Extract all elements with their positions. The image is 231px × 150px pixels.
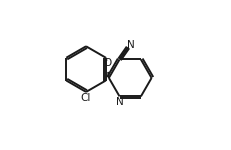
Text: Cl: Cl: [81, 93, 91, 103]
Text: N: N: [127, 40, 134, 50]
Text: N: N: [116, 97, 123, 107]
Text: O: O: [103, 58, 112, 68]
